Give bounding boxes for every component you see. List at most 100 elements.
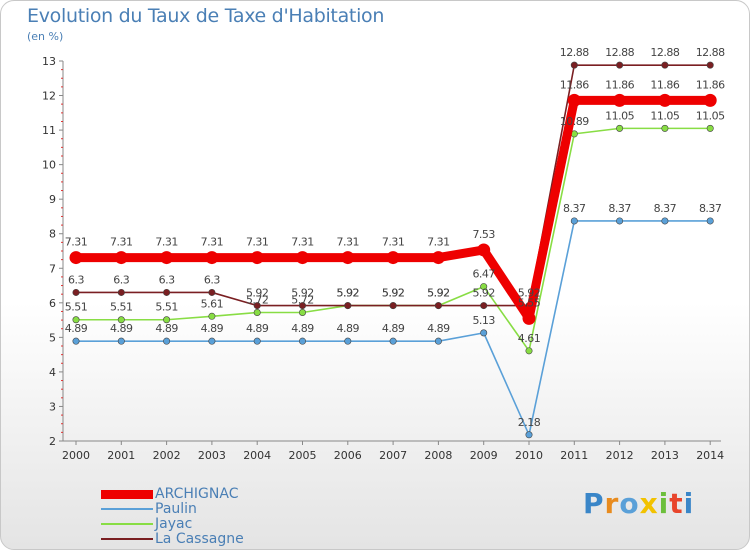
data-point [616, 217, 624, 225]
data-point [208, 288, 216, 296]
data-label: 10.89 [560, 115, 589, 128]
data-point [477, 243, 491, 257]
data-point [616, 124, 624, 132]
data-label: 5.51 [110, 301, 133, 314]
data-point [661, 61, 669, 69]
data-point [480, 302, 488, 310]
data-point [298, 337, 306, 345]
data-point [706, 124, 714, 132]
data-label: 4.89 [246, 322, 269, 335]
legend: ARCHIGNAC Paulin Jayac La Cassagne [101, 487, 244, 547]
legend-label: Paulin [155, 501, 197, 517]
data-point [72, 337, 80, 345]
data-label: 11.05 [696, 109, 725, 122]
data-label: 7.31 [427, 236, 450, 249]
x-tick-label: 2008 [424, 449, 452, 462]
data-point [253, 337, 261, 345]
data-label: 11.86 [696, 78, 725, 91]
data-point [341, 251, 355, 265]
data-label: 4.89 [201, 322, 224, 335]
data-point [253, 308, 261, 316]
data-point [703, 93, 717, 107]
data-point [344, 302, 352, 310]
unit-label: (en %) [27, 30, 64, 43]
data-point [706, 61, 714, 69]
x-tick-label: 2004 [243, 449, 271, 462]
data-label: 4.61 [518, 332, 541, 345]
data-point [525, 431, 533, 439]
data-point [163, 316, 171, 324]
legend-label: ARCHIGNAC [155, 486, 239, 502]
data-point [296, 251, 309, 265]
data-point [117, 316, 125, 324]
data-label: 5.51 [155, 301, 178, 314]
data-point [386, 251, 400, 265]
x-tick-label: 2000 [62, 449, 90, 462]
data-label: 8.37 [699, 202, 722, 215]
x-tick-label: 2014 [696, 449, 724, 462]
data-point [431, 251, 445, 265]
x-tick-label: 2007 [379, 449, 407, 462]
data-label: 5.55 [518, 296, 541, 309]
data-label: 2.18 [518, 416, 541, 429]
legend-item: La Cassagne [101, 532, 244, 546]
data-label: 4.89 [291, 322, 314, 335]
data-label: 4.89 [155, 322, 178, 335]
x-tick-label: 2005 [289, 449, 317, 462]
data-label: 5.92 [427, 287, 450, 300]
data-point [658, 93, 672, 107]
data-point [706, 217, 714, 225]
data-point [117, 337, 125, 345]
data-point [163, 288, 171, 296]
data-point [163, 337, 171, 345]
legend-item: ARCHIGNAC [101, 487, 244, 501]
data-label: 7.31 [110, 236, 133, 249]
data-label: 4.89 [382, 322, 405, 335]
data-label: 8.37 [608, 202, 631, 215]
data-label: 5.72 [246, 293, 269, 306]
data-point [616, 61, 624, 69]
data-label: 5.13 [472, 314, 495, 327]
data-label: 4.89 [65, 322, 88, 335]
data-point [389, 337, 397, 345]
legend-swatch [101, 489, 153, 499]
data-label: 5.92 [472, 287, 495, 300]
data-point [525, 347, 533, 355]
y-tick-label: 2 [49, 435, 56, 448]
data-point [250, 251, 264, 265]
legend-item: Paulin [101, 502, 244, 516]
data-label: 7.31 [155, 236, 178, 249]
data-label: 12.88 [560, 46, 589, 59]
legend-swatch [101, 523, 153, 525]
y-tick-label: 7 [49, 262, 56, 275]
data-label: 11.86 [560, 78, 589, 91]
data-label: 7.31 [382, 236, 405, 249]
data-label: 6.3 [159, 273, 175, 286]
data-point [661, 124, 669, 132]
x-tick-label: 2006 [334, 449, 362, 462]
data-label: 5.92 [337, 287, 360, 300]
y-tick-label: 3 [49, 400, 56, 413]
data-label: 7.53 [472, 228, 495, 241]
data-point [117, 288, 125, 296]
data-point [72, 316, 80, 324]
legend-label: La Cassagne [155, 531, 244, 547]
data-point [208, 312, 216, 320]
data-label: 5.92 [518, 287, 541, 300]
x-tick-label: 2013 [651, 449, 679, 462]
data-label: 5.92 [246, 287, 269, 300]
data-label: 6.3 [204, 273, 220, 286]
data-point [434, 302, 442, 310]
x-tick-label: 2009 [470, 449, 498, 462]
data-point [480, 329, 488, 337]
data-point [480, 283, 488, 291]
data-label: 11.05 [605, 109, 634, 122]
data-point [344, 337, 352, 345]
y-tick-label: 8 [49, 228, 56, 241]
data-label: 7.31 [246, 236, 269, 249]
y-tick-label: 11 [42, 124, 56, 137]
x-tick-label: 2001 [107, 449, 135, 462]
data-label: 4.89 [427, 322, 450, 335]
